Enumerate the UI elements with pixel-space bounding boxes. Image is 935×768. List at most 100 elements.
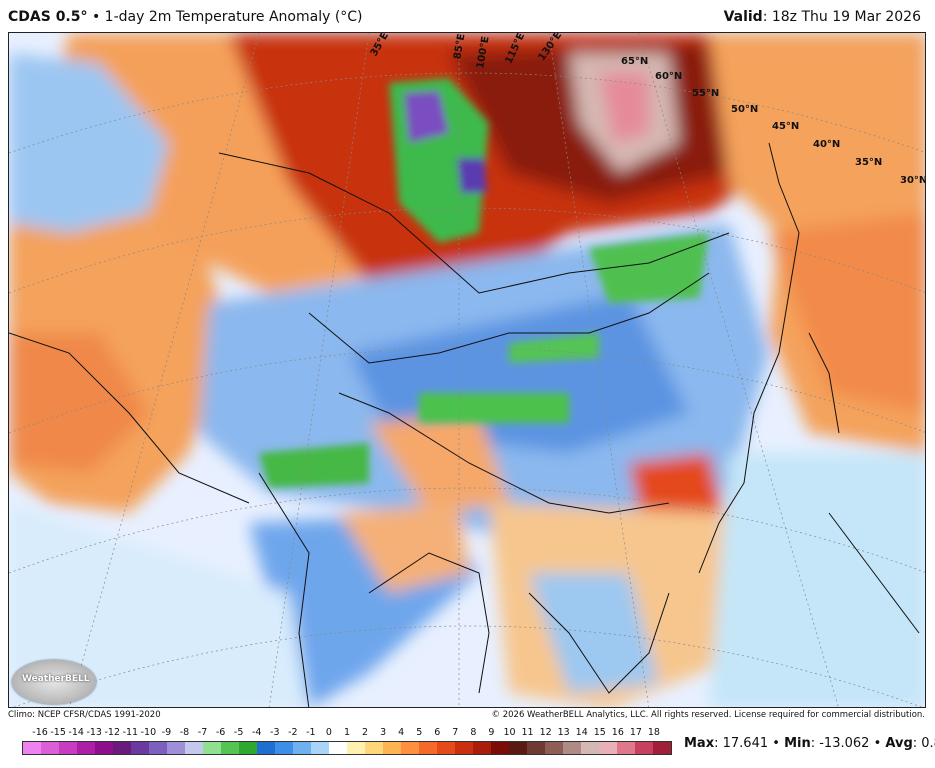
weatherbell-logo: WeatherBELL — [12, 660, 96, 704]
coastline-india-west — [258, 472, 310, 707]
color-swatch — [563, 742, 581, 754]
border-kazakh — [308, 272, 710, 364]
anomaly-map: 65°N 60°N 55°N 50°N 45°N 40°N 35°N 30°N … — [8, 32, 926, 708]
graticule-lon-3 — [548, 33, 650, 707]
avg-label: Avg — [885, 736, 913, 751]
color-swatch — [473, 742, 491, 754]
scale-tick-label: 8 — [470, 727, 477, 738]
scale-tick-label: 15 — [593, 727, 606, 738]
color-swatch — [77, 742, 95, 754]
color-swatch — [275, 742, 293, 754]
coastline-korea — [808, 332, 840, 434]
scale-tick-label: 2 — [362, 727, 369, 738]
header-bar: CDAS 0.5° • 1-day 2m Temperature Anomaly… — [0, 0, 935, 32]
cold-cell-tarim — [419, 393, 569, 423]
color-swatch — [527, 742, 545, 754]
scale-tick-label: -8 — [179, 727, 190, 738]
color-swatch — [653, 742, 671, 754]
color-scale-bar — [22, 741, 672, 755]
lat-label-45: 45°N — [772, 121, 800, 132]
anomaly-cool-northwest — [9, 53, 169, 233]
color-swatch — [311, 742, 329, 754]
color-swatch — [437, 742, 455, 754]
scale-tick-label: 12 — [539, 727, 552, 738]
scale-tick-label: -14 — [68, 727, 84, 738]
graticule — [9, 33, 925, 707]
scale-tick-label: 16 — [611, 727, 624, 738]
color-swatch — [383, 742, 401, 754]
scale-tick-label: -12 — [104, 727, 121, 738]
color-swatch — [347, 742, 365, 754]
scale-tick-label: -13 — [86, 727, 102, 738]
scale-tick-label: -10 — [140, 727, 157, 738]
color-swatch — [59, 742, 77, 754]
color-swatch — [401, 742, 419, 754]
color-swatch — [239, 742, 257, 754]
copyright-note: © 2026 WeatherBELL Analytics, LLC. All r… — [491, 710, 925, 720]
anomaly-warm-arabia — [9, 333, 149, 473]
cold-cell-afghanistan — [259, 443, 369, 488]
coastline-china — [698, 142, 800, 574]
scale-tick-label: 1 — [343, 727, 351, 738]
border-himalaya — [338, 392, 670, 514]
color-swatch — [617, 742, 635, 754]
lat-label-40: 40°N — [813, 139, 841, 150]
anomaly-cool-indochina — [529, 573, 659, 693]
scale-tick-label: -4 — [251, 727, 262, 738]
color-swatch — [491, 742, 509, 754]
cold-cell-mongolia — [589, 233, 709, 303]
scale-tick-label: 18 — [647, 727, 660, 738]
climo-note: Climo: NCEP CFSR/CDAS 1991-2020 — [8, 710, 161, 720]
borders — [9, 142, 920, 707]
scale-tick-label: 7 — [452, 727, 459, 738]
max-label: Max — [684, 736, 715, 751]
scale-tick-label: 6 — [434, 727, 441, 738]
color-swatch — [23, 742, 41, 754]
cold-cell-purple-east — [457, 158, 487, 193]
color-swatch — [509, 742, 527, 754]
scale-tick-label: 3 — [380, 727, 387, 738]
logo-text: WeatherBELL — [22, 674, 90, 684]
title-bullet: • — [91, 9, 101, 25]
map-subtitle: 1-day 2m Temperature Anomaly (°C) — [104, 9, 363, 25]
stats-sep-2: • — [873, 736, 882, 751]
color-swatch — [293, 742, 311, 754]
scale-tick-label: -16 — [32, 727, 48, 738]
color-swatch — [329, 742, 347, 754]
scale-tick-label: 4 — [398, 727, 405, 738]
scale-tick-label: -5 — [233, 727, 244, 738]
footer-bar: Climo: NCEP CFSR/CDAS 1991-2020 © 2026 W… — [0, 708, 935, 768]
scale-tick-label: 17 — [629, 727, 642, 738]
lat-label-50: 50°N — [731, 104, 759, 115]
stats-sep-1: • — [772, 736, 780, 751]
lat-label-55: 55°N — [692, 88, 720, 99]
coastline-india-east — [368, 552, 490, 694]
color-swatch — [185, 742, 203, 754]
scale-tick-label: -2 — [288, 727, 298, 738]
scale-tick-label: 9 — [488, 727, 495, 738]
graticule-lon-1 — [268, 33, 370, 707]
color-swatch — [257, 742, 275, 754]
lat-label-60: 60°N — [655, 71, 683, 82]
min-label: Min — [784, 736, 811, 751]
color-swatch — [221, 742, 239, 754]
valid-time-value: : 18z Thu 19 Mar 2026 — [762, 9, 921, 25]
graticule-lon-5 — [69, 33, 260, 707]
anomaly-warm-japan — [769, 213, 925, 413]
scale-tick-label: -3 — [270, 727, 280, 738]
scale-tick-label: 0 — [325, 727, 332, 738]
coastline-indochina — [528, 592, 670, 694]
lat-label-30: 30°N — [900, 175, 926, 186]
color-swatch — [167, 742, 185, 754]
anomaly-ocean-west — [9, 503, 309, 707]
scale-tick-label: -15 — [50, 727, 66, 738]
scale-tick-label: -6 — [215, 727, 226, 738]
scale-tick-label: -7 — [197, 727, 208, 738]
anomaly-ocean-east — [709, 453, 925, 707]
scale-tick-label: 5 — [416, 727, 423, 738]
scale-tick-label: 14 — [575, 727, 588, 738]
coastline-arabia — [9, 332, 250, 504]
anomaly-cold-cells — [259, 78, 709, 488]
scale-tick-label: -11 — [122, 727, 139, 738]
anomaly-warm-north-india — [339, 503, 469, 593]
